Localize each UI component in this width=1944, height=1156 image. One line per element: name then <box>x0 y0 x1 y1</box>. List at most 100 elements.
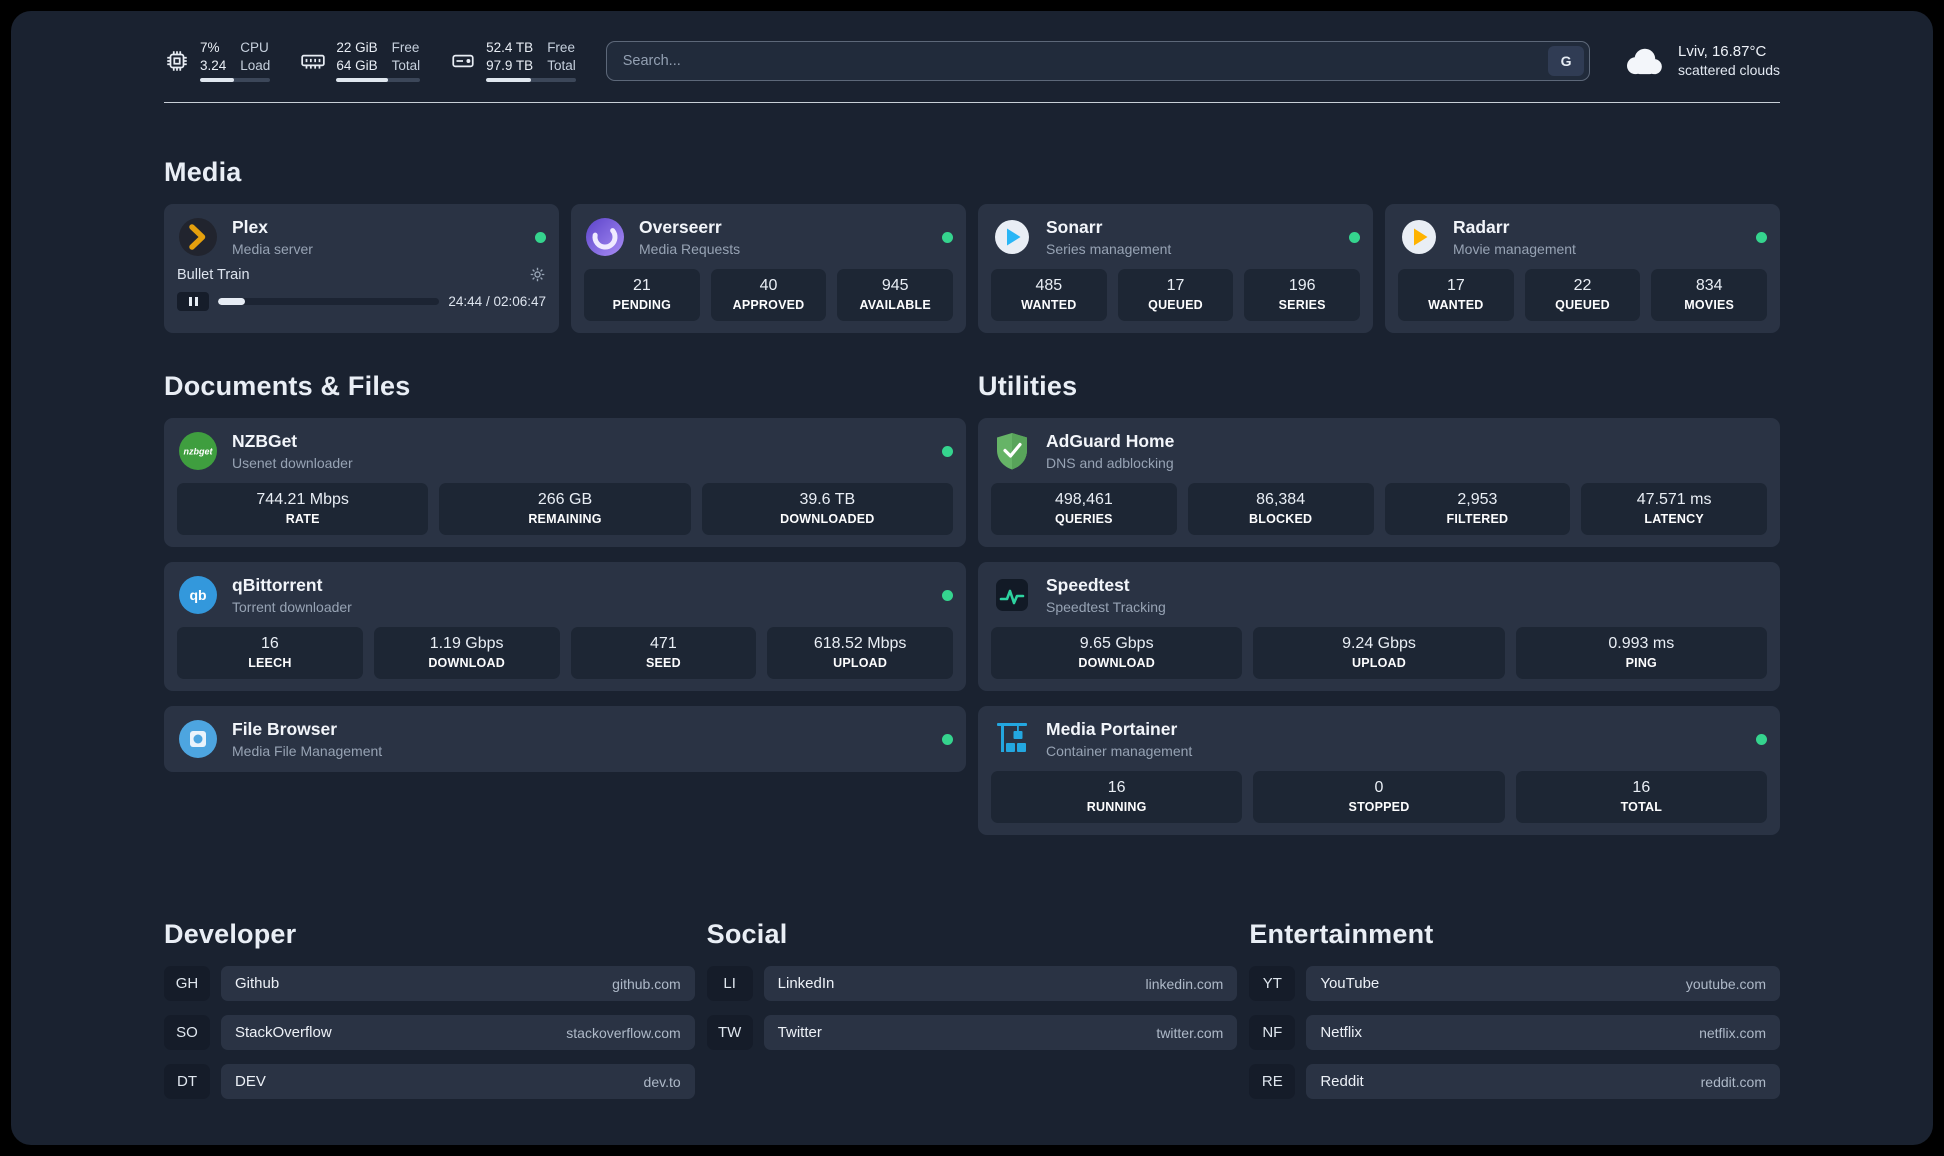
bookmark-domain: github.com <box>612 975 681 992</box>
weather-location: Lviv, 16.87°C <box>1678 43 1767 61</box>
stat-value: 498,461 <box>1054 491 1113 509</box>
status-dot <box>535 231 546 243</box>
bookmark-name: Github <box>235 975 280 993</box>
stat-label: RATE <box>285 512 320 527</box>
stat-tile: 266 GB REMAINING <box>439 483 691 536</box>
service-card-plex[interactable]: Plex Media server Bullet Train <box>164 204 559 334</box>
section-title-documents: Documents & Files <box>164 371 411 402</box>
cpu-usage-bar <box>200 78 271 83</box>
stat-tile: 0 STOPPED <box>1253 771 1505 824</box>
stat-value: 39.6 TB <box>799 491 856 509</box>
service-name: Overseerr <box>639 217 722 238</box>
stat-tile: 945 AVAILABLE <box>837 269 954 322</box>
stat-tile: 22 QUEUED <box>1524 269 1641 322</box>
bookmark-abbr: SO <box>164 1015 210 1051</box>
bookmark-stackoverflow[interactable]: SO StackOverflow stackoverflow.com <box>164 1015 695 1051</box>
stat-value: 9.24 Gbps <box>1342 635 1416 653</box>
stat-label: PING <box>1625 656 1657 671</box>
service-name: AdGuard Home <box>1046 431 1175 452</box>
stat-label: PENDING <box>612 298 672 313</box>
stat-label: DOWNLOADED <box>780 512 875 527</box>
bookmark-dev[interactable]: DT DEV dev.to <box>164 1064 695 1100</box>
stat-tile: 744.21 Mbps RATE <box>177 483 429 536</box>
stat-tile: 0.993 ms PING <box>1515 627 1767 680</box>
filebrowser-icon <box>177 718 219 760</box>
status-dot <box>942 231 953 243</box>
stat-value: 471 <box>650 635 677 653</box>
stat-tile: 16 TOTAL <box>1515 771 1767 824</box>
memory-usage-bar <box>336 78 421 83</box>
adguard-icon <box>991 430 1033 472</box>
dashboard: 7% 3.24 CPU Load <box>11 11 1933 1146</box>
service-subtitle: Container management <box>1046 743 1193 760</box>
bookmark-pill: Reddit reddit.com <box>1306 1064 1780 1100</box>
bookmark-domain: netflix.com <box>1699 1024 1766 1041</box>
stat-label: UPLOAD <box>833 656 888 671</box>
stat-tile: 47.571 ms LATENCY <box>1581 483 1767 536</box>
status-dot <box>942 589 953 601</box>
bookmark-group-entertainment: Entertainment YT YouTube youtube.com NF … <box>1249 919 1780 1100</box>
stat-label: SEED <box>645 656 681 671</box>
bookmark-name: DEV <box>235 1073 266 1091</box>
service-card-adguard[interactable]: AdGuard Home DNS and adblocking 498,461 … <box>978 418 1780 548</box>
bookmark-github[interactable]: GH Github github.com <box>164 966 695 1002</box>
service-card-filebrowser[interactable]: File Browser Media File Management <box>164 706 966 773</box>
service-subtitle: Media Requests <box>639 241 741 258</box>
bookmark-domain: reddit.com <box>1700 1073 1766 1090</box>
radarr-icon <box>1398 216 1440 258</box>
stat-value: 744.21 Mbps <box>256 491 349 509</box>
status-dot <box>942 733 953 745</box>
service-card-qbittorrent[interactable]: qb qBittorrent Torrent downloader 16 <box>164 562 966 692</box>
stat-value: 2,953 <box>1457 491 1498 509</box>
playback-progress-fill <box>218 298 245 306</box>
google-provider-button[interactable]: G <box>1548 45 1585 76</box>
bookmark-domain: stackoverflow.com <box>566 1024 681 1041</box>
service-card-portainer[interactable]: Media Portainer Container management 16 … <box>978 706 1780 836</box>
stat-tile: 17 WANTED <box>1398 269 1514 322</box>
stat-value: 834 <box>1695 277 1723 295</box>
cpu-percent: 7% <box>200 40 220 55</box>
playback-time: 24:44 / 02:06:47 <box>448 294 546 310</box>
stat-value: 16 <box>260 635 279 653</box>
status-dot <box>1349 231 1360 243</box>
stat-label: DOWNLOAD <box>428 656 505 671</box>
player-settings-gear-icon[interactable] <box>529 266 546 283</box>
stat-tile: 9.24 Gbps UPLOAD <box>1253 627 1505 680</box>
bookmark-twitter[interactable]: TW Twitter twitter.com <box>706 1015 1238 1051</box>
service-card-nzbget[interactable]: nzbget NZBGet Usenet downloader 744.21 M… <box>164 418 966 548</box>
bookmark-abbr: TW <box>706 1015 753 1051</box>
weather-widget[interactable]: Lviv, 16.87°C scattered clouds <box>1620 43 1780 78</box>
portainer-icon <box>991 718 1033 760</box>
bookmark-pill: Netflix netflix.com <box>1306 1015 1780 1051</box>
service-card-speedtest[interactable]: Speedtest Speedtest Tracking 9.65 Gbps D… <box>978 562 1780 692</box>
disk-icon <box>450 48 476 74</box>
bookmark-group-developer: Developer GH Github github.com SO StackO… <box>164 919 695 1100</box>
stat-label: BLOCKED <box>1249 512 1313 527</box>
service-card-radarr[interactable]: Radarr Movie management 17 WANTED 22 QUE… <box>1385 204 1780 334</box>
stat-value: 16 <box>1107 779 1126 797</box>
stat-label: QUEUED <box>1555 298 1610 313</box>
bookmark-netflix[interactable]: NF Netflix netflix.com <box>1249 1015 1780 1051</box>
playback-progress-bar[interactable] <box>218 298 440 306</box>
service-subtitle: Media server <box>232 241 313 258</box>
stat-tile: 2,953 FILTERED <box>1384 483 1571 536</box>
section-title-developer: Developer <box>164 919 297 950</box>
stat-value: 266 GB <box>537 491 593 509</box>
disk-usage-fill <box>486 78 531 83</box>
search-input[interactable] <box>620 51 1541 70</box>
stat-value: 17 <box>1446 277 1465 295</box>
bookmark-youtube[interactable]: YT YouTube youtube.com <box>1249 966 1780 1002</box>
service-card-sonarr[interactable]: Sonarr Series management 485 WANTED 17 Q… <box>978 204 1373 334</box>
stat-label: AVAILABLE <box>859 298 931 313</box>
pause-button[interactable] <box>177 292 209 312</box>
service-subtitle: Media File Management <box>232 743 383 760</box>
bookmark-reddit[interactable]: RE Reddit reddit.com <box>1249 1064 1780 1100</box>
stat-value: 1.19 Gbps <box>429 635 504 653</box>
speedtest-icon <box>991 574 1033 616</box>
memory-label-2: Total <box>391 57 421 73</box>
search-bar[interactable]: G <box>605 40 1591 81</box>
service-card-overseerr[interactable]: Overseerr Media Requests 21 PENDING 40 A… <box>571 204 966 334</box>
cloud-icon <box>1620 45 1666 77</box>
stat-tile: 498,461 QUERIES <box>991 483 1177 536</box>
bookmark-linkedin[interactable]: LI LinkedIn linkedin.com <box>706 966 1238 1002</box>
